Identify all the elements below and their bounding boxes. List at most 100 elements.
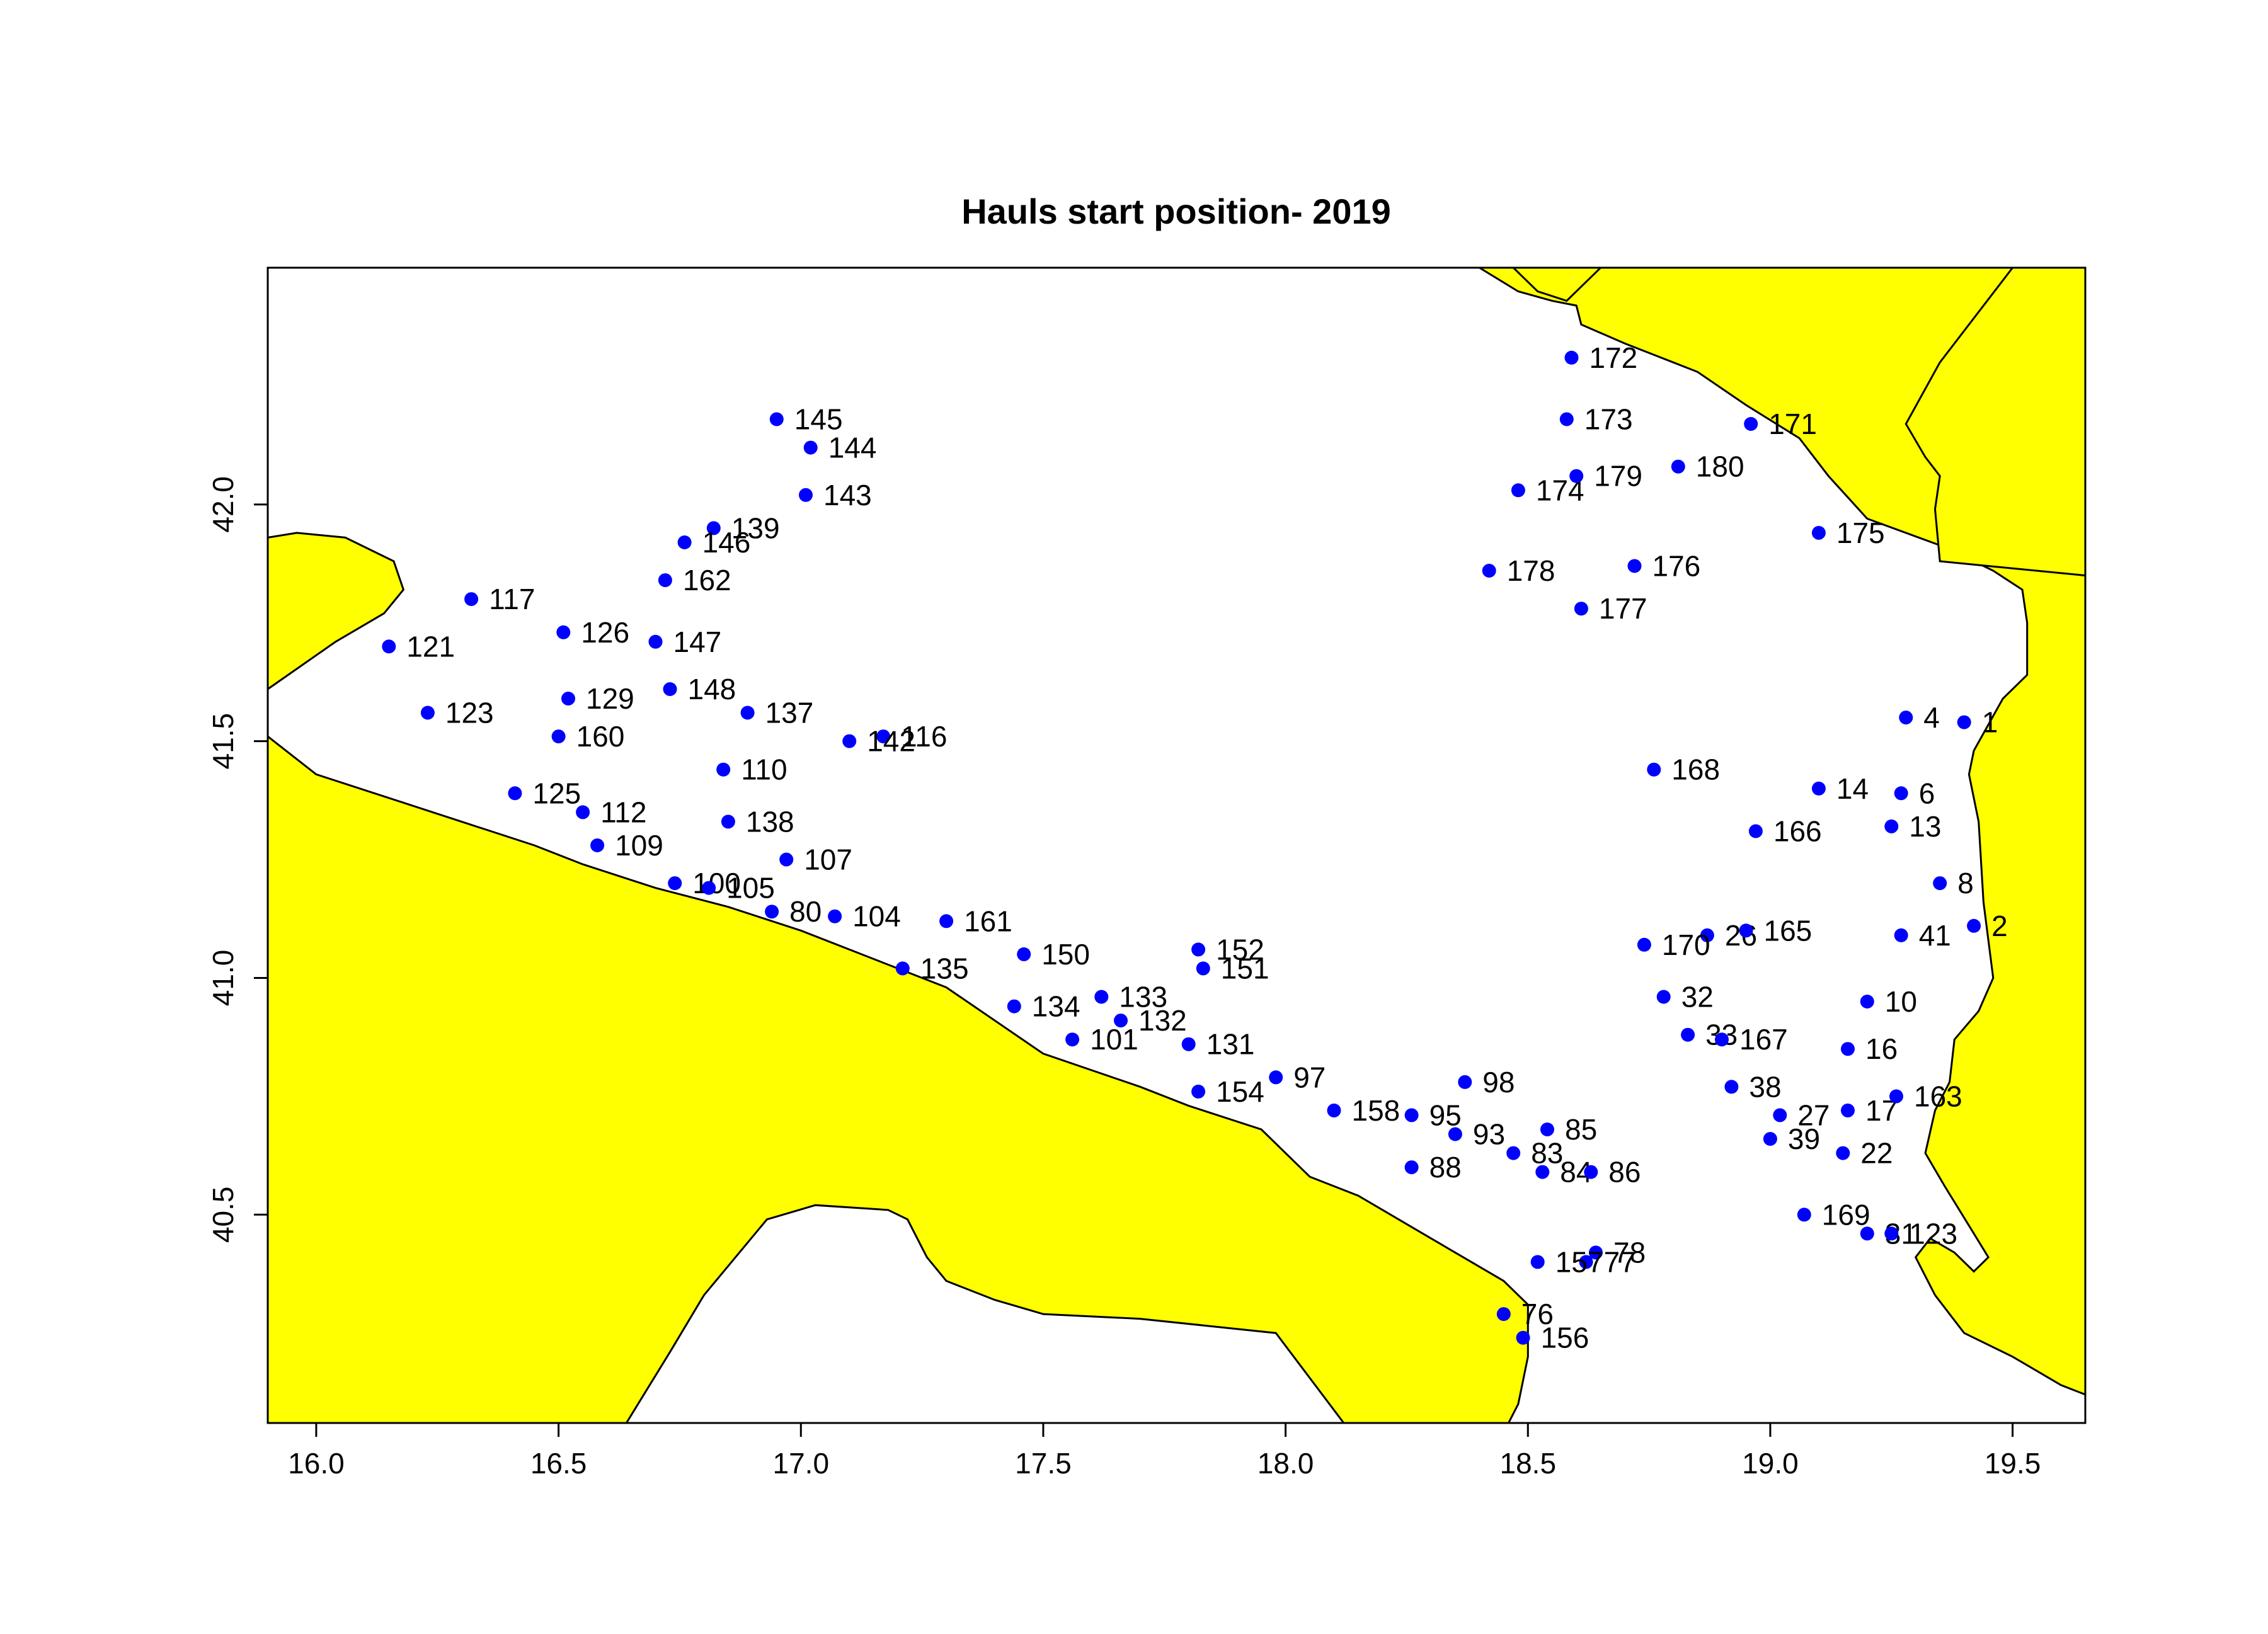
haul-label: 77 [1604, 1245, 1636, 1278]
haul-label: 146 [702, 526, 751, 559]
haul-point [508, 786, 522, 801]
x-tick-label: 16.5 [530, 1447, 587, 1480]
haul-point [1511, 483, 1525, 498]
haul-label: 93 [1473, 1118, 1505, 1151]
haul-label: 39 [1788, 1123, 1820, 1155]
haul-point [828, 909, 842, 923]
haul-point [1065, 1032, 1080, 1047]
haul-label: 4 [1923, 701, 1940, 734]
haul-label: 169 [1822, 1198, 1870, 1231]
haul-point [1647, 762, 1661, 777]
haul-point [1535, 1165, 1550, 1179]
x-tick-label: 17.0 [773, 1447, 830, 1480]
haul-label: 167 [1739, 1023, 1788, 1056]
haul-label: 13 [1909, 810, 1941, 843]
haul-label: 162 [683, 564, 731, 597]
haul-point [721, 814, 735, 829]
haul-label: 139 [731, 511, 780, 544]
haul-label: 83 [1531, 1137, 1563, 1170]
haul-label: 175 [1836, 517, 1885, 549]
y-tick-label: 41.0 [207, 950, 239, 1007]
haul-label: 129 [586, 682, 634, 715]
haul-label: 158 [1352, 1094, 1400, 1127]
haul-label: 2 [1991, 910, 2008, 942]
haul-label: 152 [1216, 933, 1264, 966]
land-polygon-4 [1512, 268, 1602, 302]
haul-label: 180 [1696, 450, 1744, 483]
haul-point [1458, 1075, 1472, 1089]
haul-point [1404, 1108, 1419, 1123]
haul-point [765, 905, 779, 919]
haul-point [658, 573, 672, 588]
haul-label: 16 [1865, 1032, 1898, 1065]
haul-point [648, 634, 663, 649]
haul-point [1017, 947, 1031, 961]
haul-label: 154 [1216, 1075, 1264, 1108]
haul-point [939, 914, 954, 928]
haul-point [1884, 1226, 1899, 1241]
haul-label: 27 [1797, 1099, 1830, 1131]
haul-point [590, 838, 605, 852]
haul-label: 104 [852, 900, 901, 933]
haul-label: 116 [901, 720, 947, 753]
haul-point [716, 762, 731, 777]
haul-label: 109 [615, 829, 663, 862]
haul-label: 41 [1919, 919, 1951, 952]
haul-label: 156 [1541, 1322, 1589, 1354]
haul-point [1671, 459, 1685, 474]
haul-label: 112 [600, 796, 646, 828]
chart-title: Hauls start position- 2019 [961, 191, 1391, 231]
haul-point [1627, 559, 1642, 573]
haul-point [876, 729, 891, 744]
haul-point [1191, 942, 1206, 957]
haul-point [1841, 1103, 1855, 1117]
haul-label: 147 [673, 626, 722, 658]
haul-label: 163 [1914, 1080, 1962, 1112]
haul-label: 86 [1608, 1156, 1641, 1189]
y-tick-label: 42.0 [207, 476, 239, 533]
haul-label: 166 [1773, 815, 1822, 848]
haul-label: 142 [867, 725, 915, 758]
haul-label: 10 [1885, 985, 1917, 1018]
y-tick-label: 41.5 [207, 713, 239, 770]
haul-label: 144 [828, 431, 877, 464]
haul-label: 6 [1919, 777, 1935, 809]
haul-label: 1 [1982, 706, 1998, 739]
haul-point [769, 412, 784, 426]
haul-label: 179 [1594, 460, 1642, 493]
haul-point [895, 961, 910, 976]
points-layer: 1246810131416172226273132333839417677788… [382, 341, 2008, 1354]
haul-point [740, 706, 755, 720]
haul-point [1564, 350, 1579, 365]
haul-label: 145 [794, 403, 843, 436]
haul-point [677, 535, 692, 549]
haul-point [1327, 1103, 1341, 1117]
haul-point [668, 876, 682, 891]
haul-point [1763, 1132, 1777, 1146]
haul-point [1482, 564, 1496, 578]
haul-point [1094, 990, 1109, 1004]
x-tick-label: 18.5 [1500, 1447, 1557, 1480]
haul-point [799, 488, 813, 502]
haul-label: 14 [1836, 772, 1869, 805]
haul-point [556, 625, 571, 639]
haul-point [1589, 1245, 1603, 1260]
haul-label: 133 [1119, 981, 1167, 1014]
haul-label: 117 [489, 583, 535, 615]
haul-label: 148 [688, 673, 736, 706]
haul-point [1584, 1165, 1598, 1179]
haul-point [1894, 786, 1908, 801]
haul-point [1516, 1330, 1530, 1345]
haul-point [1884, 819, 1899, 833]
haul-point [420, 706, 435, 720]
land-polygon-5 [1904, 268, 2085, 577]
haul-label: 126 [581, 616, 629, 649]
haul-point [1569, 469, 1584, 483]
haul-point [1739, 923, 1753, 938]
haul-label: 110 [741, 753, 787, 786]
haul-label: 80 [789, 895, 822, 928]
haul-point [1637, 937, 1651, 952]
x-tick-label: 19.5 [1984, 1447, 2041, 1480]
haul-point [1933, 876, 1947, 891]
